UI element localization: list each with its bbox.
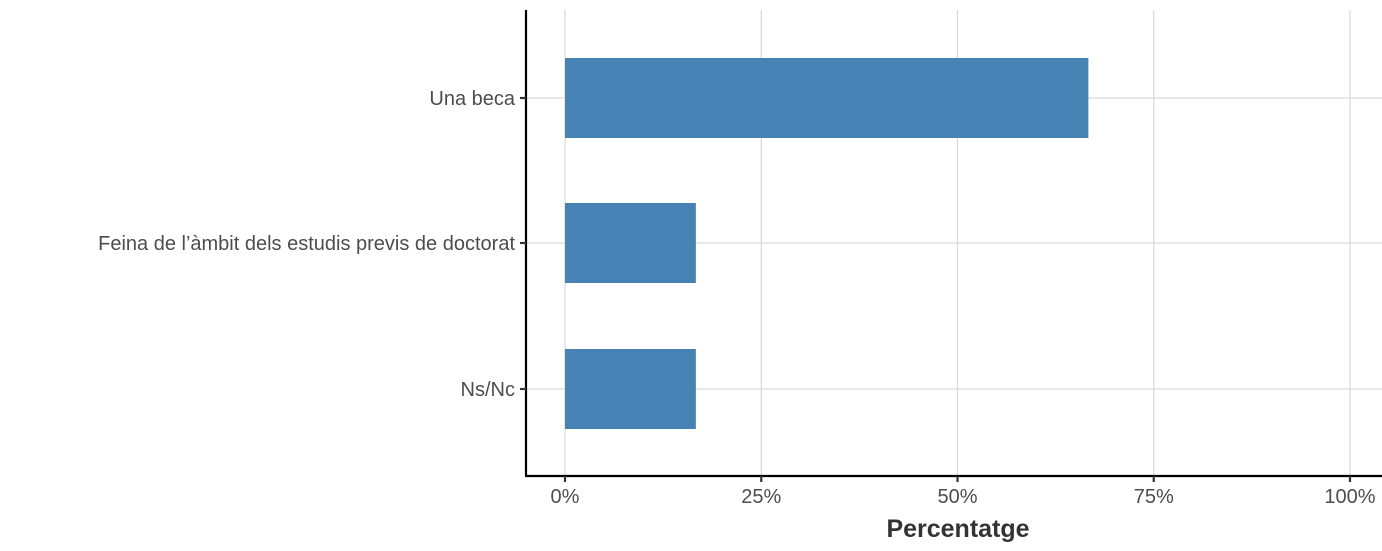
bar [565, 349, 696, 429]
category-label: Ns/Nc [461, 379, 515, 401]
bar [565, 58, 1089, 138]
category-label: Una beca [429, 88, 515, 110]
x-tick-label: 75% [1134, 486, 1174, 508]
x-tick-label: 100% [1324, 486, 1375, 508]
x-tick-label: 0% [551, 486, 580, 508]
x-axis-title: Percentatge [886, 515, 1029, 543]
x-tick-label: 25% [741, 486, 781, 508]
bar-layer [565, 58, 1089, 429]
bar [565, 203, 696, 283]
category-label: Feina de l’àmbit dels estudis previs de … [98, 233, 515, 255]
label-layer: 0% 25% 50% 75% 100% Una beca Feina de l’àmbit … [98, 88, 1376, 508]
x-tick-label: 50% [937, 486, 977, 508]
